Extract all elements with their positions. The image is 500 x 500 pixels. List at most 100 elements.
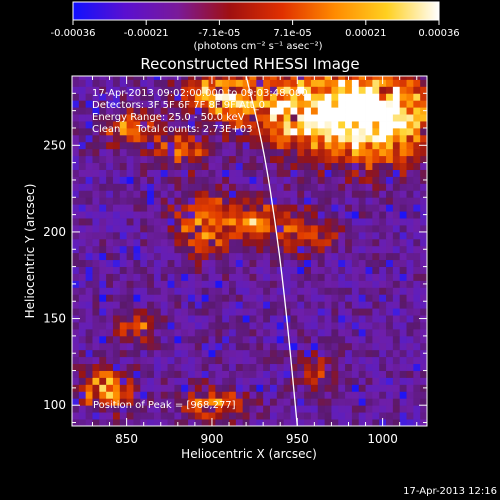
heatmap-cell	[201, 301, 209, 309]
heatmap-cell	[324, 231, 332, 240]
heatmap-cell	[345, 183, 353, 191]
heatmap-cell	[119, 245, 128, 254]
heatmap-cell	[358, 349, 366, 358]
heatmap-cell	[379, 93, 387, 101]
heatmap-cell	[78, 301, 87, 309]
heatmap-cell	[99, 287, 107, 295]
heatmap-cell	[174, 86, 182, 94]
heatmap-cell	[331, 398, 339, 406]
heatmap-cell	[386, 308, 394, 316]
heatmap-cell	[119, 218, 128, 226]
heatmap-cell	[358, 315, 366, 323]
heatmap-cell	[153, 391, 162, 399]
heatmap-cell	[201, 114, 209, 122]
heatmap-cell	[147, 294, 155, 302]
heatmap-cell	[386, 342, 394, 351]
heatmap-cell	[153, 114, 162, 122]
heatmap-cell	[351, 370, 360, 378]
heatmap-cell	[99, 100, 107, 108]
heatmap-cell	[208, 127, 216, 136]
heatmap-cell	[242, 342, 250, 351]
heatmap-cell	[413, 322, 421, 330]
heatmap-cell	[406, 308, 414, 316]
heatmap-cell	[229, 384, 237, 392]
heatmap-cell	[181, 266, 189, 274]
heatmap-cell	[126, 93, 134, 101]
heatmap-cell	[78, 370, 87, 378]
heatmap-cell	[331, 121, 339, 129]
heatmap-cell	[188, 86, 196, 94]
heatmap-cell	[174, 183, 182, 191]
heatmap-cell	[153, 190, 162, 198]
heatmap-cell	[420, 86, 427, 94]
heatmap-cell	[297, 335, 305, 344]
heatmap-cell	[208, 218, 216, 226]
heatmap-cell	[263, 86, 271, 94]
heatmap-cell	[222, 211, 230, 219]
heatmap-cell	[160, 86, 168, 94]
heatmap-cell	[106, 335, 114, 344]
heatmap-cell	[242, 114, 250, 122]
heatmap-cell	[420, 398, 427, 406]
heatmap-cell	[392, 342, 401, 351]
heatmap-cell	[392, 169, 401, 177]
heatmap-cell	[324, 176, 332, 184]
heatmap-cell	[338, 93, 346, 101]
heatmap-cell	[78, 197, 87, 205]
heatmap-cell	[256, 238, 264, 247]
heatmap-cell	[256, 384, 264, 392]
heatmap-cell	[413, 245, 421, 254]
heatmap-cell	[420, 100, 427, 108]
heatmap-cell	[413, 93, 421, 101]
heatmap-cell	[256, 231, 264, 240]
heatmap-cell	[304, 356, 312, 365]
heatmap-cell	[365, 114, 373, 122]
annotation-block: 17-Apr-2013 09:02:00.000 to 09:03:48.000…	[92, 88, 308, 135]
heatmap-cell	[208, 238, 216, 247]
heatmap-cell	[351, 412, 360, 420]
heatmap-cell	[215, 79, 223, 87]
heatmap-cell	[215, 148, 223, 157]
heatmap-cell	[188, 162, 196, 170]
heatmap-cell	[358, 391, 366, 399]
heatmap-cell	[345, 162, 353, 170]
heatmap-cell	[242, 280, 250, 288]
heatmap-cell	[92, 197, 100, 205]
heatmap-cell	[310, 308, 319, 316]
heatmap-cell	[413, 134, 421, 143]
heatmap-cell	[269, 342, 278, 351]
heatmap-cell	[153, 245, 162, 254]
heatmap-cell	[283, 183, 291, 191]
heatmap-cell	[140, 412, 148, 420]
heatmap-cell	[181, 356, 189, 365]
heatmap-cell	[112, 183, 121, 191]
heatmap-cell	[372, 301, 380, 309]
heatmap-cell	[215, 252, 223, 261]
heatmap-cell	[126, 356, 134, 365]
heatmap-cell	[242, 162, 250, 170]
heatmap-cell	[283, 287, 291, 295]
heatmap-cell	[147, 231, 155, 240]
heatmap-cell	[235, 93, 244, 101]
heatmap-cell	[215, 370, 223, 378]
heatmap-cell	[338, 252, 346, 261]
heatmap-cell	[147, 148, 155, 157]
heatmap-cell	[126, 273, 134, 281]
heatmap-cell	[317, 121, 325, 129]
heatmap-cell	[351, 93, 360, 101]
heatmap-cell	[420, 391, 427, 399]
heatmap-cell	[399, 356, 407, 365]
heatmap-cell	[160, 266, 168, 274]
heatmap-cell	[229, 273, 237, 281]
heatmap-cell	[147, 162, 155, 170]
heatmap-cell	[133, 121, 141, 129]
heatmap-cell	[276, 100, 285, 108]
heatmap-cell	[167, 127, 175, 136]
heatmap-cell	[338, 183, 346, 191]
heatmap-cell	[181, 134, 189, 143]
colorbar-tick-label: 0.00021	[345, 28, 386, 39]
heatmap-cell	[140, 127, 148, 136]
heatmap-cell	[392, 315, 401, 323]
heatmap-cell	[99, 79, 107, 87]
heatmap-cell	[276, 231, 285, 240]
